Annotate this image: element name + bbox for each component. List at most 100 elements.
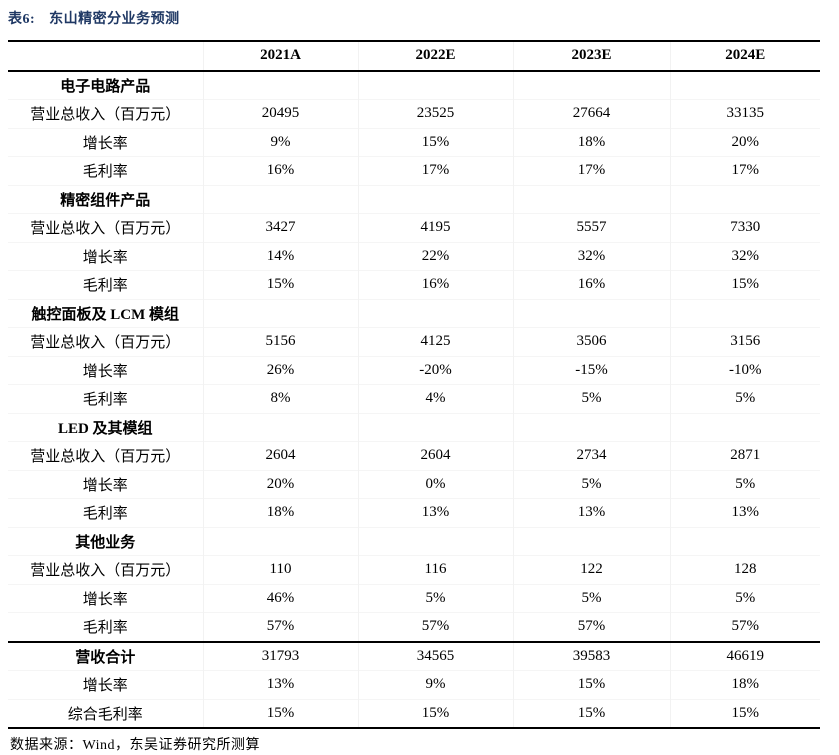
value-cell: 5% [669,584,820,613]
table-row: 毛利率 57% 57% 57% 57% [8,612,820,642]
row-label: 增长率 [82,678,128,695]
value-cell: 34565 [357,641,513,671]
value-cell: 14% [202,242,358,271]
value-cell: 20495 [202,99,358,128]
value-cell: -15% [512,356,670,385]
value-cell: -20% [357,356,513,385]
source-note: 数据来源：Wind，东吴证券研究所测算 [10,738,261,753]
value-cell: 16% [202,156,358,185]
value-cell [512,527,670,556]
value-cell: 57% [357,612,513,642]
value-cell: 4% [357,384,513,413]
table-row: 毛利率 16% 17% 17% 17% [8,156,820,185]
value-cell [357,299,513,328]
value-cell: 13% [669,498,820,527]
table-number-tag: 表6: [8,12,36,27]
header-cell-year: 2022E [357,41,513,71]
value-cell: 46% [202,584,358,613]
row-label: 毛利率 [82,620,128,637]
value-cell: 110 [202,555,358,584]
table-row: 营收合计 31793 34565 39583 46619 [8,641,820,671]
value-cell: 5% [357,584,513,613]
value-cell [202,413,358,442]
table-row: 营业总收入（百万元） 2604 2604 2734 2871 [8,441,820,470]
value-cell: 13% [512,498,670,527]
value-cell [669,70,820,100]
table-title: 表6: 东山精密分业务预测 [8,10,839,30]
value-cell: 15% [512,670,670,699]
row-label: 增长率 [82,363,128,380]
table-header: 2021A 2022E 2023E 2024E [8,41,820,71]
header-cell-year: 2024E [669,41,820,71]
value-cell: 16% [357,270,513,299]
value-cell: 5% [512,470,670,499]
value-cell: 15% [512,699,670,728]
value-cell: 57% [669,612,820,642]
value-cell: 31793 [202,641,358,671]
value-cell: 2734 [512,441,670,470]
value-cell: 5156 [202,327,358,356]
value-cell: 7330 [669,213,820,242]
row-label: 毛利率 [82,278,128,295]
value-cell: 5% [669,384,820,413]
value-cell: 32% [669,242,820,271]
value-cell: 3156 [669,327,820,356]
value-cell: 5% [669,470,820,499]
value-cell: 4195 [357,213,513,242]
row-label: 营业总收入（百万元） [30,335,181,352]
value-cell: 2604 [202,441,358,470]
header-cell-year: 2023E [512,41,670,71]
row-label: 增长率 [82,591,128,608]
table-row: 营业总收入（百万元） 110 116 122 128 [8,555,820,584]
table-row: 毛利率 8% 4% 5% 5% [8,384,820,413]
row-label: 精密组件产品 [60,192,151,209]
value-cell: 27664 [512,99,670,128]
value-cell: 0% [357,470,513,499]
row-label: 营业总收入（百万元） [30,221,181,238]
value-cell: 32% [512,242,670,271]
value-cell [512,413,670,442]
table-row: 营业总收入（百万元） 5156 4125 3506 3156 [8,327,820,356]
header-row: 2021A 2022E 2023E 2024E [8,41,820,71]
table-row: 毛利率 15% 16% 16% 15% [8,270,820,299]
value-cell: 46619 [669,641,820,671]
row-label: 增长率 [82,477,128,494]
value-cell: 15% [357,128,513,157]
value-cell: 15% [669,270,820,299]
value-cell: 18% [202,498,358,527]
value-cell: 15% [357,699,513,728]
table-row: 增长率 26% -20% -15% -10% [8,356,820,385]
value-cell: 122 [512,555,670,584]
value-cell: 128 [669,555,820,584]
row-label: 毛利率 [82,506,128,523]
section-row: 电子电路产品 [8,70,820,100]
row-label: 毛利率 [82,392,128,409]
value-cell [202,185,358,214]
row-label: 增长率 [82,135,128,152]
forecast-table: 2021A 2022E 2023E 2024E 电子电路产品营业总收入（百万元）… [8,40,820,729]
value-cell [357,413,513,442]
value-cell [669,299,820,328]
table-row: 增长率 9% 15% 18% 20% [8,128,820,157]
value-cell: 2871 [669,441,820,470]
value-cell: 18% [669,670,820,699]
table-body: 电子电路产品 营业总收入（百万元） 20495 23525 27664 33135 增长率 9… [8,70,820,728]
value-cell [669,185,820,214]
value-cell: 17% [357,156,513,185]
table-row: 增长率 20% 0% 5% 5% [8,470,820,499]
value-cell: 9% [202,128,358,157]
value-cell: 15% [669,699,820,728]
value-cell: 15% [202,699,358,728]
table-row: 增长率 13% 9% 15% 18% [8,670,820,699]
value-cell [512,70,670,100]
value-cell: 17% [669,156,820,185]
row-label: 营业总收入（百万元） [30,563,181,580]
value-cell: 5557 [512,213,670,242]
section-row: LED 及其模组 [8,413,820,442]
value-cell: 4125 [357,327,513,356]
value-cell [202,299,358,328]
value-cell: 8% [202,384,358,413]
value-cell: 22% [357,242,513,271]
value-cell: 13% [357,498,513,527]
